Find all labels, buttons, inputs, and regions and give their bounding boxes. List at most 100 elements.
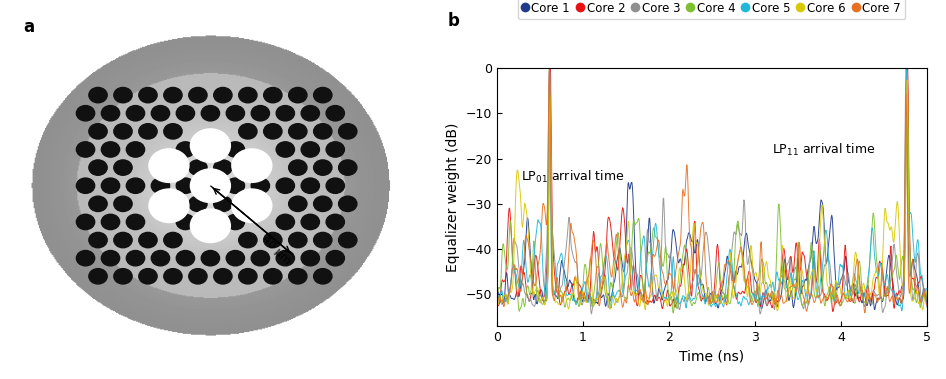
- Circle shape: [301, 106, 320, 121]
- Circle shape: [127, 251, 145, 266]
- Circle shape: [214, 196, 232, 211]
- Circle shape: [238, 232, 257, 248]
- Circle shape: [190, 209, 231, 243]
- Circle shape: [89, 160, 107, 175]
- Circle shape: [339, 232, 357, 248]
- Circle shape: [289, 88, 307, 103]
- Circle shape: [276, 142, 294, 157]
- Circle shape: [326, 106, 344, 121]
- Circle shape: [214, 160, 232, 175]
- Circle shape: [77, 142, 95, 157]
- Text: LP$_{11}$ arrival time: LP$_{11}$ arrival time: [772, 141, 876, 158]
- Circle shape: [89, 269, 107, 284]
- Circle shape: [252, 251, 270, 266]
- Text: a: a: [23, 18, 34, 36]
- Circle shape: [127, 214, 145, 230]
- Circle shape: [276, 178, 294, 193]
- Circle shape: [127, 178, 145, 193]
- Circle shape: [176, 214, 195, 230]
- Circle shape: [149, 149, 189, 182]
- Circle shape: [151, 251, 169, 266]
- Circle shape: [214, 269, 232, 284]
- Circle shape: [164, 88, 182, 103]
- Circle shape: [114, 269, 132, 284]
- Circle shape: [149, 189, 189, 222]
- Circle shape: [339, 124, 357, 139]
- Circle shape: [201, 251, 219, 266]
- Circle shape: [151, 106, 169, 121]
- Circle shape: [238, 124, 257, 139]
- Circle shape: [151, 178, 169, 193]
- Y-axis label: Equalizer weight (dB): Equalizer weight (dB): [446, 122, 460, 272]
- Circle shape: [314, 196, 332, 211]
- Circle shape: [339, 196, 357, 211]
- Circle shape: [139, 269, 157, 284]
- Circle shape: [101, 214, 119, 230]
- Text: LP$_{01}$ arrival time: LP$_{01}$ arrival time: [520, 169, 624, 185]
- Circle shape: [189, 196, 207, 211]
- Circle shape: [164, 269, 182, 284]
- Circle shape: [114, 160, 132, 175]
- Circle shape: [326, 251, 344, 266]
- Circle shape: [238, 88, 257, 103]
- Circle shape: [114, 232, 132, 248]
- Circle shape: [326, 142, 344, 157]
- Circle shape: [127, 106, 145, 121]
- Circle shape: [89, 232, 107, 248]
- X-axis label: Time (ns): Time (ns): [679, 349, 745, 363]
- Circle shape: [264, 88, 282, 103]
- Circle shape: [276, 106, 294, 121]
- Circle shape: [289, 160, 307, 175]
- Circle shape: [77, 106, 95, 121]
- Circle shape: [89, 196, 107, 211]
- Circle shape: [127, 142, 145, 157]
- Circle shape: [77, 214, 95, 230]
- Text: 40 μm: 40 μm: [260, 234, 292, 266]
- Circle shape: [139, 124, 157, 139]
- Circle shape: [314, 232, 332, 248]
- Circle shape: [77, 178, 95, 193]
- Circle shape: [264, 232, 282, 248]
- Circle shape: [189, 160, 207, 175]
- Circle shape: [189, 269, 207, 284]
- Circle shape: [114, 88, 132, 103]
- Circle shape: [176, 178, 195, 193]
- Circle shape: [139, 232, 157, 248]
- Circle shape: [201, 106, 219, 121]
- Circle shape: [176, 251, 195, 266]
- Circle shape: [189, 88, 207, 103]
- Circle shape: [214, 88, 232, 103]
- Circle shape: [314, 88, 332, 103]
- Circle shape: [139, 88, 157, 103]
- Circle shape: [264, 269, 282, 284]
- Circle shape: [77, 251, 95, 266]
- Circle shape: [276, 214, 294, 230]
- Circle shape: [164, 232, 182, 248]
- Circle shape: [276, 251, 294, 266]
- Text: b: b: [447, 11, 459, 30]
- Legend: Core 1, Core 2, Core 3, Core 4, Core 5, Core 6, Core 7: Core 1, Core 2, Core 3, Core 4, Core 5, …: [518, 0, 905, 19]
- Circle shape: [226, 251, 244, 266]
- Circle shape: [252, 106, 270, 121]
- Circle shape: [301, 178, 320, 193]
- Circle shape: [164, 124, 182, 139]
- Circle shape: [252, 178, 270, 193]
- Circle shape: [176, 142, 195, 157]
- Circle shape: [289, 269, 307, 284]
- Circle shape: [314, 160, 332, 175]
- Circle shape: [101, 142, 119, 157]
- Circle shape: [326, 178, 344, 193]
- Circle shape: [114, 124, 132, 139]
- Circle shape: [101, 178, 119, 193]
- Circle shape: [226, 178, 244, 193]
- Circle shape: [339, 160, 357, 175]
- Circle shape: [289, 124, 307, 139]
- Circle shape: [301, 142, 320, 157]
- Circle shape: [190, 129, 231, 162]
- Circle shape: [176, 106, 195, 121]
- Circle shape: [301, 214, 320, 230]
- Circle shape: [232, 149, 272, 182]
- Circle shape: [226, 106, 244, 121]
- Circle shape: [89, 88, 107, 103]
- Circle shape: [301, 251, 320, 266]
